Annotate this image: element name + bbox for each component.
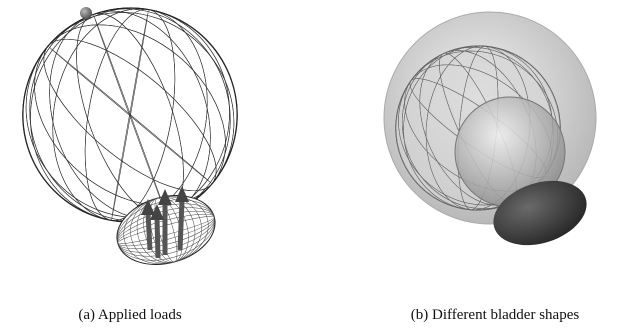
figure-images xyxy=(0,0,623,300)
mesh-line xyxy=(0,0,261,242)
caption-b: (b) Different bladder shapes xyxy=(411,307,579,324)
marker-ball xyxy=(80,7,92,19)
mesh-line xyxy=(111,10,149,221)
mesh-line xyxy=(48,46,213,184)
mesh-line xyxy=(0,0,261,242)
figure: (a) Applied loads (b) Different bladder … xyxy=(0,0,623,331)
bladder-shapes-render xyxy=(364,12,596,256)
sphere-outline xyxy=(23,8,237,222)
load-arrow-shaft xyxy=(157,218,158,258)
applied-loads-render xyxy=(0,0,281,275)
load-arrow-shaft xyxy=(148,213,150,250)
caption-a: (a) Applied loads xyxy=(78,307,181,324)
load-arrow-shaft xyxy=(180,200,182,250)
mesh-line xyxy=(93,14,167,215)
